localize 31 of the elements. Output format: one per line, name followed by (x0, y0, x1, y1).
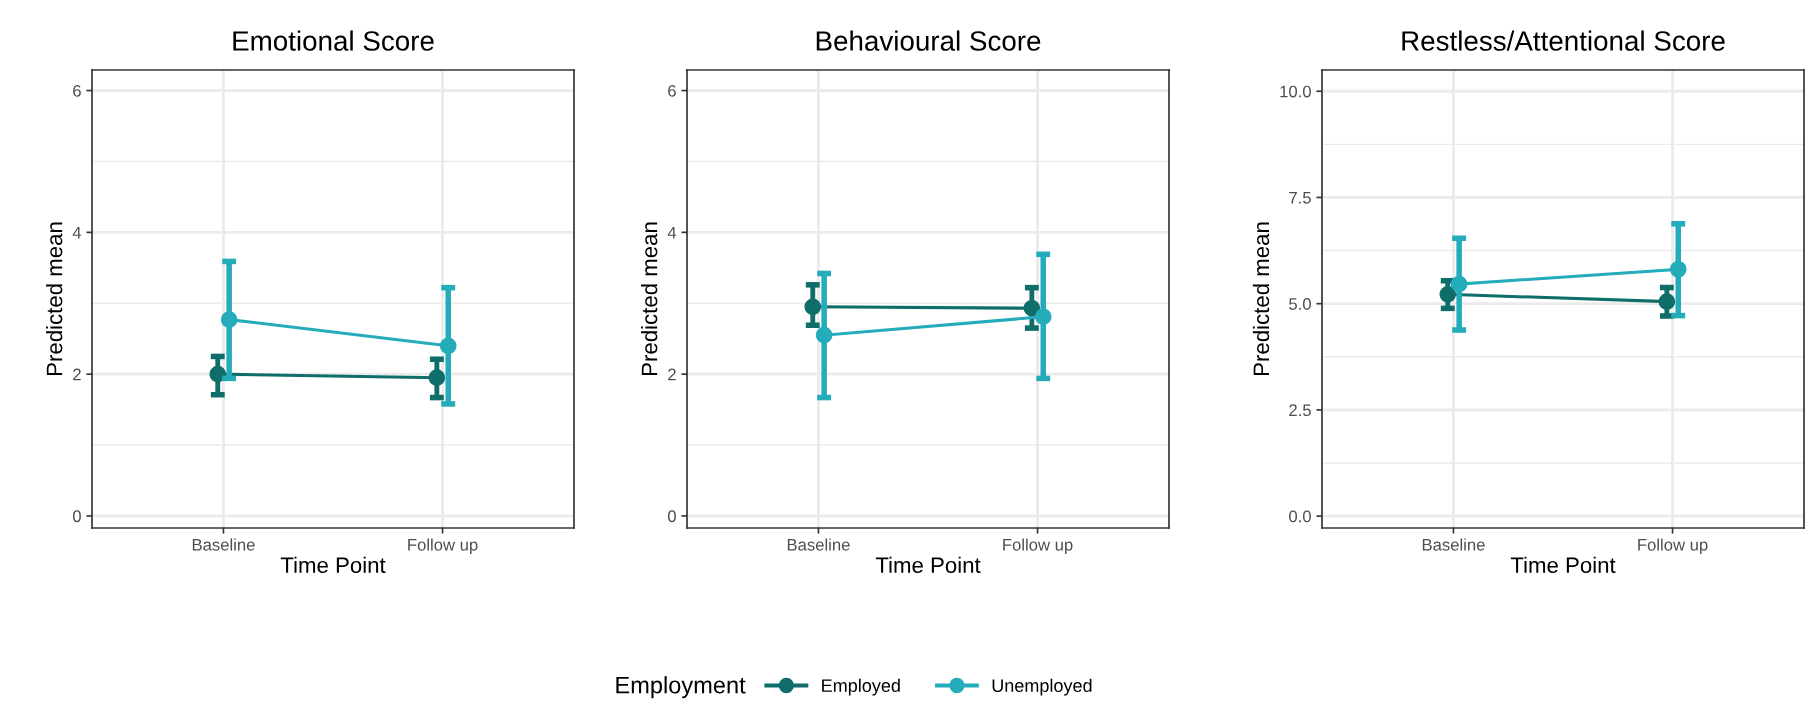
x-tick-label: Follow up (1638, 538, 1708, 554)
y-tick-label: 5.0 (1289, 298, 1311, 310)
y-tick-label: 4 (667, 226, 677, 239)
y-axis-title: Predicted mean (1252, 222, 1270, 375)
legend-label: Employed (822, 678, 900, 696)
x-tick-label: Follow up (1003, 538, 1073, 554)
y-tick-label: 0 (72, 510, 81, 523)
x-axis-title: Time Point (280, 556, 386, 574)
y-tick-label: 6 (668, 84, 676, 97)
y-tick-label: 6 (73, 84, 81, 97)
x-tick-label: Baseline (787, 538, 850, 551)
y-tick-label: 4 (72, 226, 82, 239)
x-axis-title: Time Point (875, 556, 981, 574)
y-tick-label: 0 (667, 510, 676, 523)
y-axis-title: Predicted mean (641, 222, 658, 375)
legend-label: Unemployed (992, 678, 1092, 696)
chart-title: Emotional Score (233, 30, 434, 51)
x-tick-label: Baseline (1422, 538, 1485, 551)
chart-title: Behavioural Score (816, 30, 1041, 51)
y-tick-label: 0.0 (1289, 510, 1311, 523)
x-tick-label: Follow up (408, 538, 478, 554)
chart-title: Restless/Attentional Score (1402, 30, 1725, 51)
y-tick-label: 10.0 (1280, 85, 1311, 98)
x-axis-title: Time Point (1510, 556, 1616, 574)
y-tick-label: 2 (668, 368, 676, 381)
y-tick-label: 2.5 (1289, 404, 1311, 417)
x-tick-label: Baseline (192, 538, 255, 551)
y-tick-label: 2 (73, 368, 81, 381)
legend-title: Employment (616, 676, 746, 699)
y-axis-title: Predicted mean (46, 222, 63, 375)
y-tick-label: 7.5 (1289, 192, 1311, 204)
